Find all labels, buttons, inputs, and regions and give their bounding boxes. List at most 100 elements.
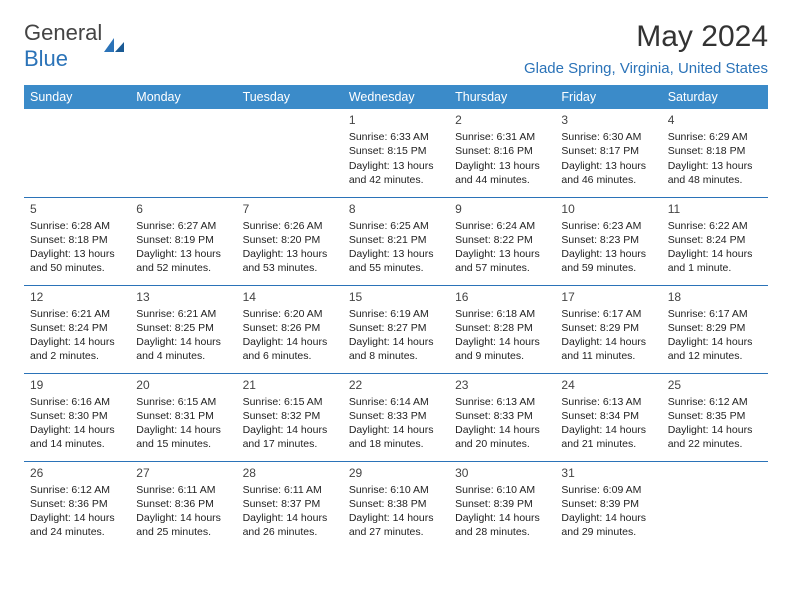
daylight-text: Daylight: 14 hours and 1 minute. [668, 247, 762, 275]
calendar-week-row: 5Sunrise: 6:28 AMSunset: 8:18 PMDaylight… [24, 197, 768, 285]
sunset-text: Sunset: 8:34 PM [561, 409, 655, 423]
logo-sail-icon [104, 38, 126, 54]
calendar-day-cell: 13Sunrise: 6:21 AMSunset: 8:25 PMDayligh… [130, 285, 236, 373]
sunrise-text: Sunrise: 6:29 AM [668, 130, 762, 144]
sunrise-text: Sunrise: 6:28 AM [30, 219, 124, 233]
sunrise-text: Sunrise: 6:19 AM [349, 307, 443, 321]
calendar-body: 1Sunrise: 6:33 AMSunset: 8:15 PMDaylight… [24, 109, 768, 549]
sunrise-text: Sunrise: 6:11 AM [136, 483, 230, 497]
daylight-text: Daylight: 14 hours and 26 minutes. [243, 511, 337, 539]
daylight-text: Daylight: 14 hours and 21 minutes. [561, 423, 655, 451]
sunrise-text: Sunrise: 6:22 AM [668, 219, 762, 233]
daylight-text: Daylight: 14 hours and 11 minutes. [561, 335, 655, 363]
day-number: 14 [243, 289, 337, 305]
day-number: 16 [455, 289, 549, 305]
day-number: 7 [243, 201, 337, 217]
calendar-day-cell: 2Sunrise: 6:31 AMSunset: 8:16 PMDaylight… [449, 109, 555, 197]
calendar-day-cell: 3Sunrise: 6:30 AMSunset: 8:17 PMDaylight… [555, 109, 661, 197]
daylight-text: Daylight: 14 hours and 4 minutes. [136, 335, 230, 363]
day-number: 26 [30, 465, 124, 481]
sunset-text: Sunset: 8:33 PM [455, 409, 549, 423]
calendar-day-cell: 26Sunrise: 6:12 AMSunset: 8:36 PMDayligh… [24, 461, 130, 549]
day-number: 10 [561, 201, 655, 217]
month-title: May 2024 [524, 20, 768, 54]
calendar-day-cell: 29Sunrise: 6:10 AMSunset: 8:38 PMDayligh… [343, 461, 449, 549]
calendar-day-cell: 19Sunrise: 6:16 AMSunset: 8:30 PMDayligh… [24, 373, 130, 461]
sunrise-text: Sunrise: 6:21 AM [30, 307, 124, 321]
calendar-day-cell [24, 109, 130, 197]
logo-text: General Blue [24, 20, 102, 72]
daylight-text: Daylight: 14 hours and 8 minutes. [349, 335, 443, 363]
day-number: 21 [243, 377, 337, 393]
title-block: May 2024 Glade Spring, Virginia, United … [524, 20, 768, 77]
sunrise-text: Sunrise: 6:10 AM [455, 483, 549, 497]
sunset-text: Sunset: 8:28 PM [455, 321, 549, 335]
sunset-text: Sunset: 8:29 PM [561, 321, 655, 335]
sunrise-text: Sunrise: 6:27 AM [136, 219, 230, 233]
weekday-header: Sunday [24, 85, 130, 109]
calendar-day-cell [662, 461, 768, 549]
calendar-day-cell: 24Sunrise: 6:13 AMSunset: 8:34 PMDayligh… [555, 373, 661, 461]
sunset-text: Sunset: 8:33 PM [349, 409, 443, 423]
sunrise-text: Sunrise: 6:12 AM [30, 483, 124, 497]
sunrise-text: Sunrise: 6:11 AM [243, 483, 337, 497]
sunset-text: Sunset: 8:37 PM [243, 497, 337, 511]
sunrise-text: Sunrise: 6:13 AM [455, 395, 549, 409]
sunset-text: Sunset: 8:35 PM [668, 409, 762, 423]
sunset-text: Sunset: 8:21 PM [349, 233, 443, 247]
sunset-text: Sunset: 8:36 PM [136, 497, 230, 511]
calendar-table: SundayMondayTuesdayWednesdayThursdayFrid… [24, 85, 768, 549]
calendar-day-cell: 20Sunrise: 6:15 AMSunset: 8:31 PMDayligh… [130, 373, 236, 461]
sunrise-text: Sunrise: 6:24 AM [455, 219, 549, 233]
calendar-day-cell: 12Sunrise: 6:21 AMSunset: 8:24 PMDayligh… [24, 285, 130, 373]
sunrise-text: Sunrise: 6:13 AM [561, 395, 655, 409]
sunrise-text: Sunrise: 6:15 AM [136, 395, 230, 409]
sunrise-text: Sunrise: 6:30 AM [561, 130, 655, 144]
weekday-header: Monday [130, 85, 236, 109]
sunrise-text: Sunrise: 6:25 AM [349, 219, 443, 233]
sunset-text: Sunset: 8:29 PM [668, 321, 762, 335]
calendar-day-cell: 22Sunrise: 6:14 AMSunset: 8:33 PMDayligh… [343, 373, 449, 461]
daylight-text: Daylight: 14 hours and 9 minutes. [455, 335, 549, 363]
daylight-text: Daylight: 14 hours and 15 minutes. [136, 423, 230, 451]
day-number: 8 [349, 201, 443, 217]
daylight-text: Daylight: 13 hours and 59 minutes. [561, 247, 655, 275]
day-number: 5 [30, 201, 124, 217]
calendar-day-cell: 7Sunrise: 6:26 AMSunset: 8:20 PMDaylight… [237, 197, 343, 285]
weekday-header: Tuesday [237, 85, 343, 109]
sunset-text: Sunset: 8:27 PM [349, 321, 443, 335]
daylight-text: Daylight: 13 hours and 53 minutes. [243, 247, 337, 275]
sunset-text: Sunset: 8:26 PM [243, 321, 337, 335]
sunset-text: Sunset: 8:18 PM [668, 144, 762, 158]
day-number: 13 [136, 289, 230, 305]
daylight-text: Daylight: 14 hours and 12 minutes. [668, 335, 762, 363]
sunset-text: Sunset: 8:39 PM [561, 497, 655, 511]
daylight-text: Daylight: 14 hours and 14 minutes. [30, 423, 124, 451]
daylight-text: Daylight: 14 hours and 28 minutes. [455, 511, 549, 539]
calendar-week-row: 12Sunrise: 6:21 AMSunset: 8:24 PMDayligh… [24, 285, 768, 373]
day-number: 25 [668, 377, 762, 393]
calendar-day-cell: 9Sunrise: 6:24 AMSunset: 8:22 PMDaylight… [449, 197, 555, 285]
sunset-text: Sunset: 8:25 PM [136, 321, 230, 335]
sunrise-text: Sunrise: 6:23 AM [561, 219, 655, 233]
sunrise-text: Sunrise: 6:17 AM [668, 307, 762, 321]
daylight-text: Daylight: 14 hours and 27 minutes. [349, 511, 443, 539]
daylight-text: Daylight: 14 hours and 22 minutes. [668, 423, 762, 451]
sunset-text: Sunset: 8:22 PM [455, 233, 549, 247]
sunset-text: Sunset: 8:36 PM [30, 497, 124, 511]
day-number: 6 [136, 201, 230, 217]
day-number: 27 [136, 465, 230, 481]
sunrise-text: Sunrise: 6:18 AM [455, 307, 549, 321]
calendar-day-cell: 16 Sunrise: 6:18 AMSunset: 8:28 PMDayligh… [449, 285, 555, 373]
day-number: 9 [455, 201, 549, 217]
sunrise-text: Sunrise: 6:16 AM [30, 395, 124, 409]
day-number: 1 [349, 112, 443, 128]
sunrise-text: Sunrise: 6:09 AM [561, 483, 655, 497]
daylight-text: Daylight: 13 hours and 46 minutes. [561, 159, 655, 187]
day-number: 29 [349, 465, 443, 481]
calendar-day-cell: 23Sunrise: 6:13 AMSunset: 8:33 PMDayligh… [449, 373, 555, 461]
daylight-text: Daylight: 14 hours and 2 minutes. [30, 335, 124, 363]
daylight-text: Daylight: 14 hours and 25 minutes. [136, 511, 230, 539]
sunrise-text: Sunrise: 6:26 AM [243, 219, 337, 233]
sunrise-text: Sunrise: 6:20 AM [243, 307, 337, 321]
